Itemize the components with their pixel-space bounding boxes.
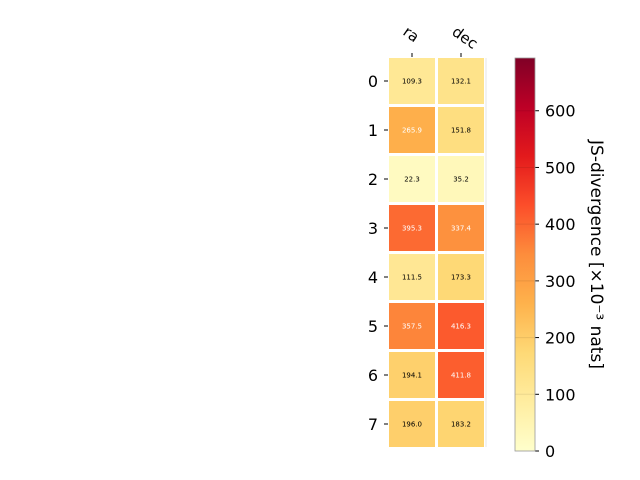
colorbar-tick-label: 600 [545,102,576,121]
cell-value-label: 411.8 [451,372,471,380]
heatmap-grid: 109.3 132.1 265.9 151.8 22.3 35.2 395.3 337.4 11… [389,58,487,447]
heatmap-cell-6-0 [389,352,435,398]
colorbar-frame [514,57,536,452]
heatmap-cell-6-1 [438,352,484,398]
cell-value-label: 151.8 [451,127,471,135]
cell-value-label: 416.3 [451,323,471,331]
cell-value-label: 337.4 [451,225,472,233]
heatmap-cell-2-1 [438,156,484,202]
cell-value-label: 132.1 [451,78,471,86]
heatmap-cell-7-1 [438,401,484,447]
colorbar-tick-label: 200 [545,329,576,348]
cell-value-label: 194.1 [402,372,422,380]
column-label-dec: dec [449,23,481,53]
row-label-1: 1 [368,121,378,140]
colorbar-tick-label: 100 [545,385,576,404]
heatmap-cell-5-0 [389,303,435,349]
colorbar-tick-label: 400 [545,215,576,234]
cell-value-label: 357.5 [402,323,422,331]
colorbar-tick-label: 500 [545,158,576,177]
colorbar-tick-label: 0 [545,442,555,461]
row-label-0: 0 [368,72,378,91]
row-label-2: 2 [368,170,378,189]
heatmap-cell-1-0 [389,107,435,153]
heatmap-cell-3-1 [438,205,484,251]
row-label-4: 4 [368,268,378,287]
heatmap-cell-0-0 [389,58,435,104]
cell-value-label: 111.5 [402,274,422,282]
cell-value-label: 109.3 [402,78,422,86]
column-labels: ra dec [400,23,481,57]
column-label-ra: ra [400,23,423,47]
cell-value-label: 173.3 [451,274,471,282]
heatmap-cell-2-0 [389,156,435,202]
heatmap-cell-5-1 [438,303,484,349]
heatmap-cell-0-1 [438,58,484,104]
cell-value-label: 22.3 [404,176,420,184]
colorbar: 0 100 200 300 400 500 600 JS-divergence [×10⁻³ … [514,57,606,461]
colorbar-label: JS-divergence [×10⁻³ nats] [586,139,606,369]
cell-value-label: 196.0 [402,421,422,429]
heatmap-cell-1-1 [438,107,484,153]
colorbar-tick-label: 300 [545,272,576,291]
row-label-5: 5 [368,317,378,336]
heatmap-cell-3-0 [389,205,435,251]
cell-value-label: 183.2 [451,421,471,429]
cell-value-label: 265.9 [402,127,422,135]
row-label-7: 7 [368,415,378,434]
heatmap-cell-4-0 [389,254,435,300]
heatmap-cell-7-0 [389,401,435,447]
cell-value-label: 35.2 [453,176,469,184]
cell-value-label: 395.3 [402,225,422,233]
colorbar-gradient [515,58,535,451]
row-label-6: 6 [368,366,378,385]
row-label-3: 3 [368,219,378,238]
heatmap-cell-4-1 [438,254,484,300]
row-labels: 0 1 2 3 4 5 6 7 [368,72,388,434]
